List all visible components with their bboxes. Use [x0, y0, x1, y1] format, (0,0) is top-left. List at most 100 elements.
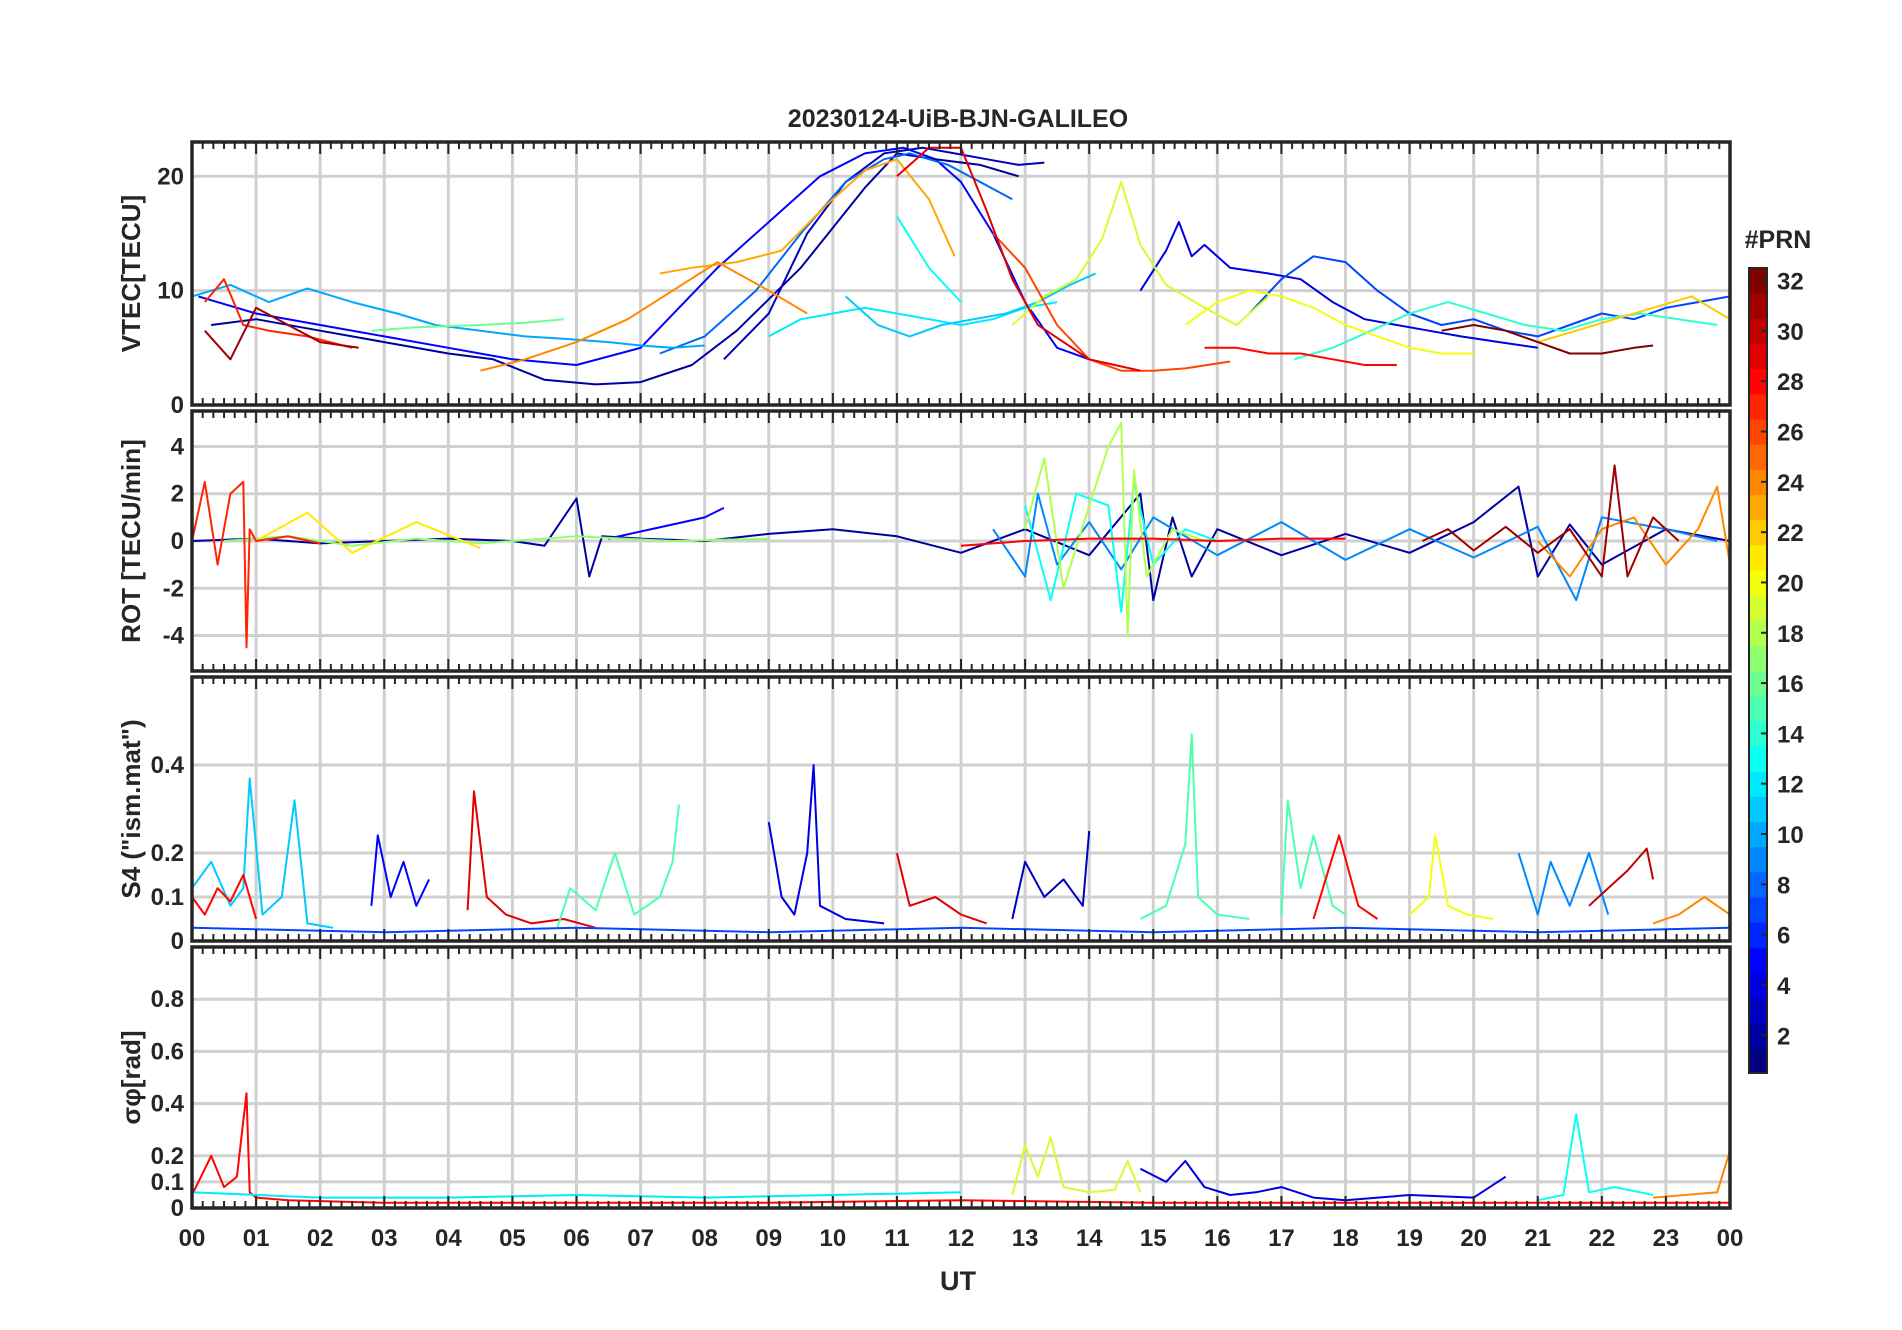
x-tick-label: 01	[243, 1225, 270, 1252]
panel-rot: -4 -2 0 2 4 ROT [TECU/min]	[116, 409, 1732, 673]
s4-ytick-label: 0.2	[151, 840, 184, 867]
vtec-ytick-label: 10	[157, 278, 184, 305]
rot-grid	[192, 411, 1730, 671]
s4-series-prn-30	[1588, 847, 1655, 907]
colorbar-tick-label: 18	[1777, 621, 1804, 648]
vtec-series-prn-13	[896, 215, 962, 303]
s4-series-prn-29	[895, 852, 987, 925]
s4-series-prn-20	[1408, 834, 1494, 920]
colorbar-segment	[1749, 469, 1767, 496]
colorbar-segment	[1749, 846, 1767, 873]
x-tick-label: 21	[1524, 1225, 1551, 1252]
x-tick-label: 10	[819, 1225, 846, 1252]
s4-series-prn-9	[1517, 852, 1610, 916]
rot-ytick-label: 4	[171, 433, 185, 460]
rot-series-prn-28	[960, 537, 1346, 547]
x-tick-label: 05	[499, 1225, 526, 1252]
vtec-series-prn-31	[204, 306, 359, 361]
sigma-ytick-label: 0.8	[151, 986, 184, 1013]
colorbar-tick-label: 26	[1777, 420, 1804, 447]
s4-series-prn-28	[1312, 834, 1379, 920]
colorbar-tick-label: 2	[1777, 1023, 1790, 1050]
sigma-series-prn-24	[1653, 1150, 1730, 1199]
vtec-ytick-label: 20	[157, 163, 184, 190]
colorbar-segment	[1749, 494, 1767, 521]
x-tick-label: 15	[1140, 1225, 1167, 1252]
colorbar-segment	[1749, 645, 1767, 672]
colorbar-segment	[1749, 1022, 1767, 1049]
rot-ytick-label: 0	[171, 528, 184, 555]
x-tick-label: 13	[1012, 1225, 1039, 1252]
vtec-grid	[192, 142, 1730, 405]
s4-series-prn-15	[1139, 733, 1250, 920]
s4-grid	[192, 677, 1730, 941]
colorbar-tick-label: 10	[1777, 822, 1804, 849]
colorbar-segment	[1749, 393, 1767, 420]
s4-series-prn-29	[466, 790, 596, 929]
colorbar-segment	[1749, 318, 1767, 345]
sigma-series-prn-4	[1139, 1160, 1507, 1202]
vtec-series-prn-5	[198, 146, 1090, 366]
vtec-series-prn-7	[1248, 255, 1730, 338]
sigma-ylabel: σφ[rad]	[116, 1030, 146, 1124]
vtec-series-prn-12	[768, 301, 1058, 338]
vtec-series-prn-2	[211, 152, 1019, 386]
x-tick-label: 00	[1717, 1225, 1744, 1252]
s4-series-prn-4	[767, 764, 885, 925]
chart-title: 20230124-UiB-BJN-GALILEO	[788, 105, 1128, 133]
colorbar-segment	[1749, 343, 1767, 370]
x-tick-label: 11	[884, 1225, 909, 1252]
colorbar-segment	[1749, 947, 1767, 973]
x-tick-label: 17	[1268, 1225, 1295, 1252]
vtec-series-prn-20	[1184, 289, 1474, 355]
colorbar-tick-label: 4	[1777, 973, 1791, 1000]
colorbar-title: #PRN	[1745, 226, 1812, 254]
colorbar-frame	[1748, 267, 1768, 1074]
vtec-series-prn-8	[659, 152, 1013, 355]
vtec-series-prn-32	[1441, 324, 1654, 355]
panel-vtec: 0 10 20 VTEC[TECU]	[116, 140, 1732, 419]
panel-sigma: 00.10.2 0.4 0.6 0.8σφ[rad]	[116, 945, 1732, 1222]
sigma-grid	[192, 947, 1730, 1208]
colorbar-tick-label: 20	[1777, 570, 1804, 597]
x-tick-label: 16	[1204, 1225, 1231, 1252]
s4-frame	[190, 675, 1732, 943]
colorbar-segment	[1749, 544, 1767, 571]
rot-series-prn-24	[1537, 485, 1730, 578]
x-tick-label: 02	[307, 1225, 334, 1252]
vtec-series-prn-24	[480, 261, 808, 372]
s4-series-prn-3	[1011, 830, 1091, 920]
sigma-ytick-label: 0.1	[151, 1169, 184, 1196]
colorbar-segment	[1749, 670, 1767, 697]
rot-series-prn-27	[192, 480, 321, 649]
rot-series-prn-18	[1024, 421, 1205, 637]
colorbar-segment	[1749, 922, 1767, 948]
colorbar-tick-label: 16	[1777, 671, 1804, 698]
rot-series-prn-5	[608, 507, 725, 540]
rot-frame	[190, 409, 1732, 673]
vtec-ylabel: VTEC[TECU]	[116, 195, 146, 352]
colorbar-segment	[1749, 796, 1767, 823]
x-tick-label: 04	[435, 1225, 462, 1252]
colorbar-segment	[1749, 771, 1767, 797]
colorbar-segment	[1749, 720, 1767, 747]
x-tick-label: 22	[1588, 1225, 1615, 1252]
x-tick-label: 07	[627, 1225, 654, 1252]
vtec-series-prn-4	[1139, 221, 1538, 349]
vtec-series-prn-26	[992, 232, 1231, 372]
colorbar-segment	[1749, 1047, 1767, 1074]
colorbar-segment	[1749, 821, 1767, 848]
x-tick-label: 08	[691, 1225, 718, 1252]
s4-series-prn-15	[556, 804, 680, 929]
vtec-series-prn-3	[723, 146, 1045, 361]
colorbar-segment	[1749, 620, 1767, 646]
colorbar-segment	[1749, 268, 1767, 294]
s4-series-prn-11	[192, 777, 334, 929]
rot-series-group	[192, 421, 1730, 649]
x-tick-label: 20	[1460, 1225, 1487, 1252]
vtec-series-group	[192, 146, 1730, 386]
colorbar-segment	[1749, 997, 1767, 1024]
vtec-series-prn-22	[1537, 295, 1730, 344]
colorbar-segment	[1749, 896, 1767, 923]
s4-ytick-label: 0.1	[151, 884, 184, 911]
